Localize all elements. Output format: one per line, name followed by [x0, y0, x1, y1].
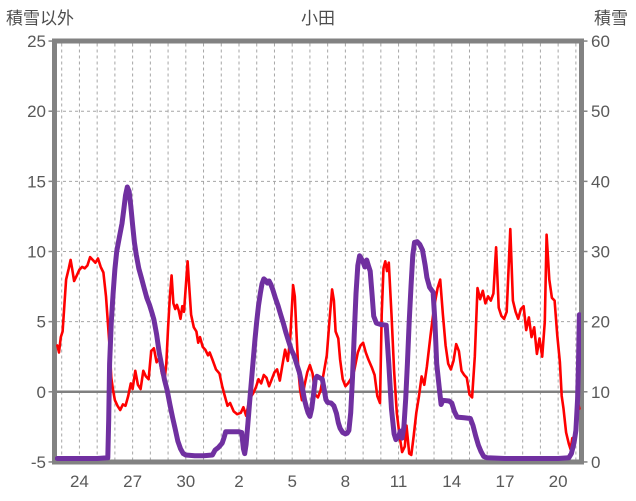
left-tick-label: 25 — [27, 32, 46, 51]
horizontal-gridlines — [57, 110, 579, 323]
x-tick-label: 8 — [341, 472, 350, 491]
plot-border — [52, 38, 584, 465]
right-tick-label: 60 — [591, 32, 610, 51]
left-tick-label: 5 — [37, 313, 46, 332]
right-axis-title: 積雪 — [594, 9, 628, 28]
left-tick-label: 0 — [37, 383, 46, 402]
left-tick-label: 15 — [27, 172, 46, 191]
left-tick-label: 20 — [27, 102, 46, 121]
x-tick-label: 14 — [442, 472, 461, 491]
x-tick-label: 2 — [234, 472, 243, 491]
right-tick-label: 20 — [591, 313, 610, 332]
x-tick-label: 24 — [70, 472, 89, 491]
x-tick-label: 17 — [495, 472, 514, 491]
chart-title: 小田 — [301, 9, 335, 28]
x-tick-label: 11 — [390, 472, 408, 491]
right-tick-label: 10 — [591, 383, 610, 402]
left-tick-label: 10 — [27, 243, 46, 262]
left-tick-label: -5 — [31, 453, 46, 472]
red-series-line — [55, 227, 581, 457]
right-tick-label: 50 — [591, 102, 610, 121]
right-tick-label: 40 — [591, 172, 610, 191]
x-tick-label: 30 — [176, 472, 195, 491]
x-tick-label: 5 — [287, 472, 296, 491]
purple-series-line — [55, 184, 581, 461]
x-tick-label: 20 — [549, 472, 568, 491]
series-group — [55, 184, 581, 461]
axis-ticks — [48, 40, 588, 463]
left-axis-title: 積雪以外 — [6, 9, 74, 28]
x-tick-label: 27 — [123, 472, 142, 491]
right-tick-label: 30 — [591, 243, 610, 262]
right-tick-label: 0 — [591, 453, 600, 472]
